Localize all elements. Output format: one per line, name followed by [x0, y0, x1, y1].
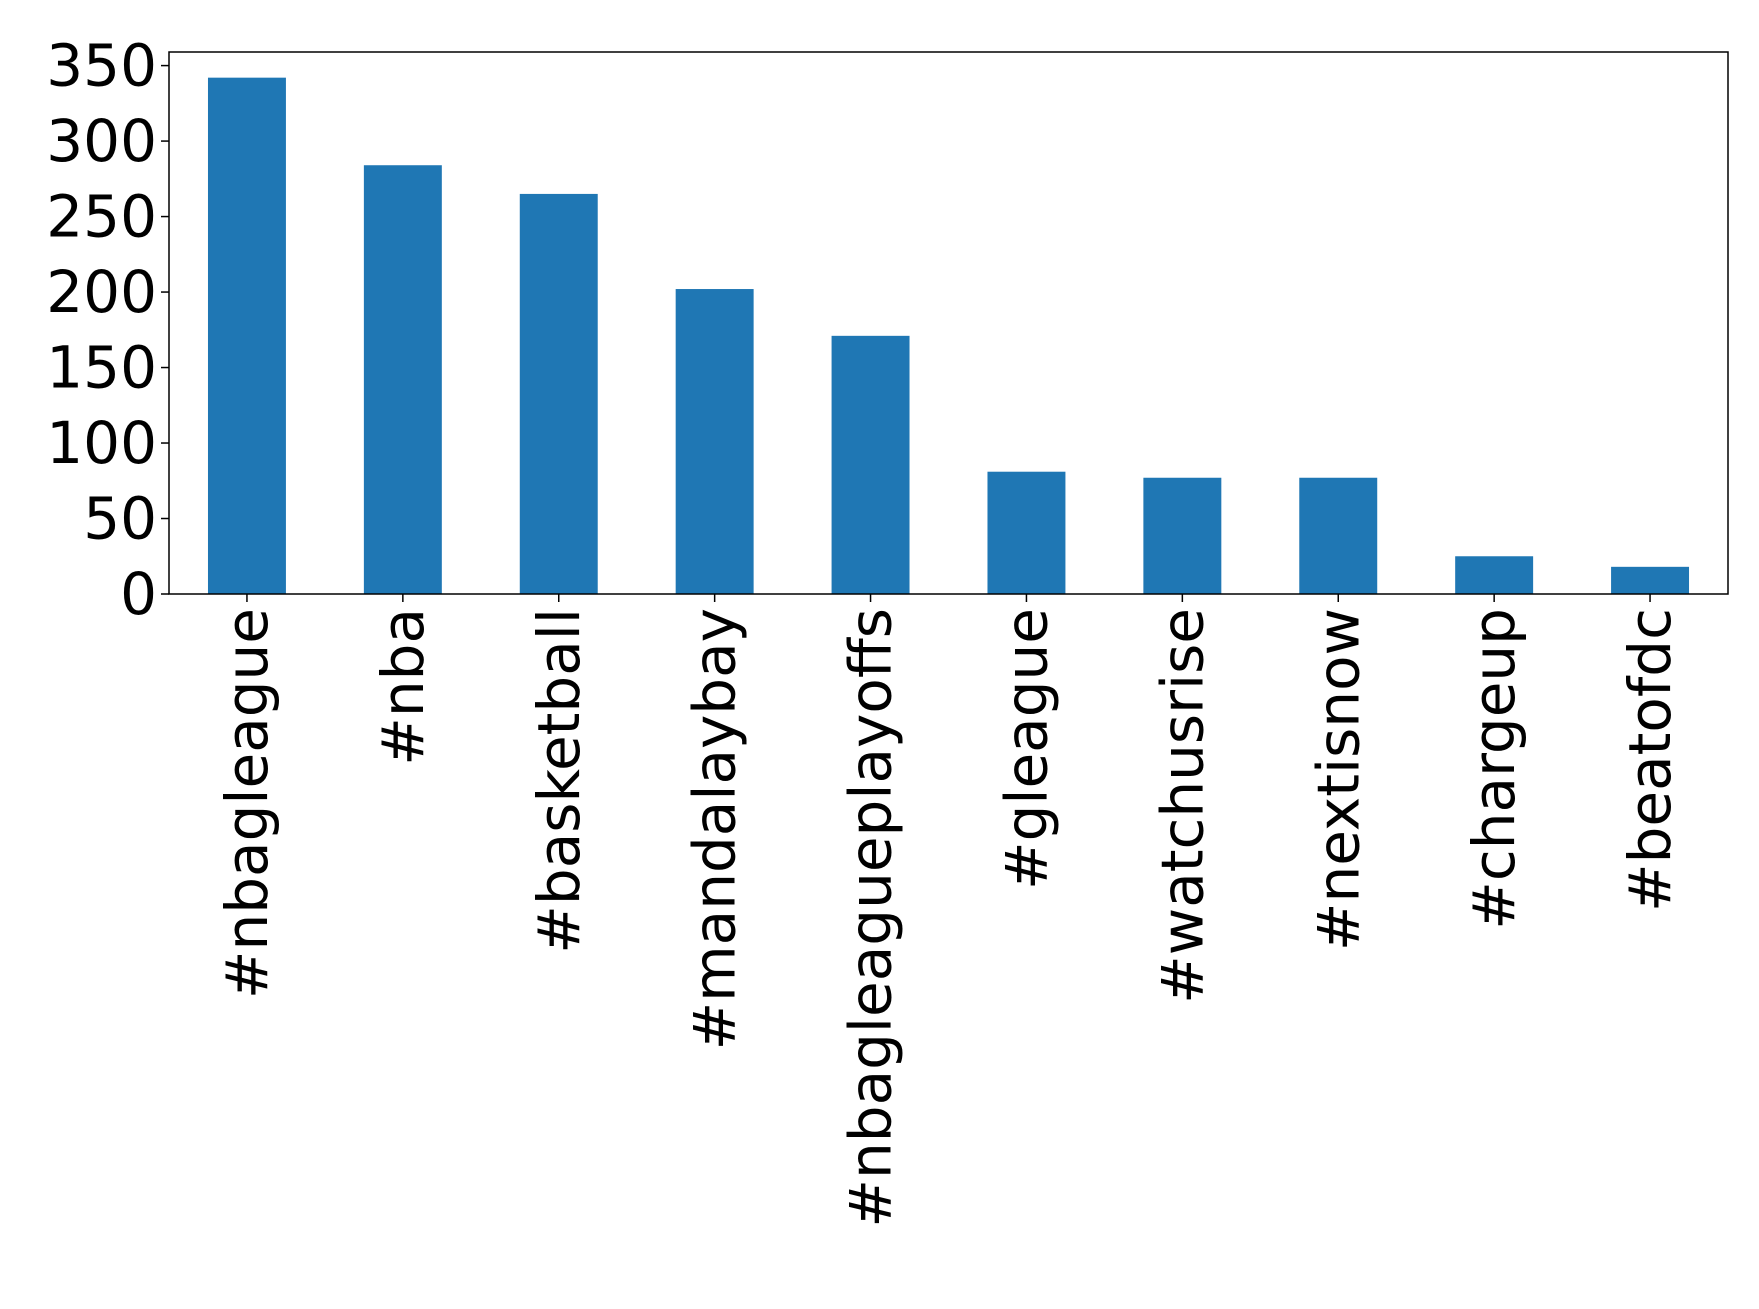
y-tick-label: 250 — [46, 183, 157, 251]
x-tick-label: #nextisnow — [1304, 608, 1372, 951]
bar — [519, 193, 598, 594]
bar — [831, 335, 910, 594]
y-tick-label: 300 — [46, 107, 157, 175]
x-tick-label: #watchusrise — [1148, 608, 1216, 1004]
x-tick-label: #mandalaybay — [681, 608, 749, 1050]
x-tick-label: #chargeup — [1460, 608, 1528, 930]
y-tick-label: 350 — [46, 32, 157, 100]
y-tick-label: 200 — [46, 258, 157, 326]
y-tick-label: 100 — [46, 409, 157, 477]
bar — [363, 165, 442, 594]
x-tick-label: #gleague — [992, 608, 1060, 890]
x-tick-label: #basketball — [525, 608, 593, 954]
x-tick-label: #beatofdc — [1616, 608, 1684, 912]
bar — [207, 77, 286, 594]
bar — [675, 289, 754, 594]
bar — [1455, 556, 1534, 594]
x-tick-label: #nbagleagueplayoffs — [837, 608, 905, 1228]
bar — [987, 471, 1066, 594]
bar — [1611, 566, 1690, 594]
y-tick-label: 0 — [120, 560, 157, 628]
bar — [1299, 477, 1378, 594]
x-tick-label: #nbagleague — [213, 608, 281, 999]
y-tick-label: 50 — [83, 485, 157, 553]
y-tick-label: 150 — [46, 334, 157, 402]
x-tick-label: #nba — [369, 608, 437, 766]
plot-frame — [168, 51, 1729, 595]
bar — [1143, 477, 1222, 594]
